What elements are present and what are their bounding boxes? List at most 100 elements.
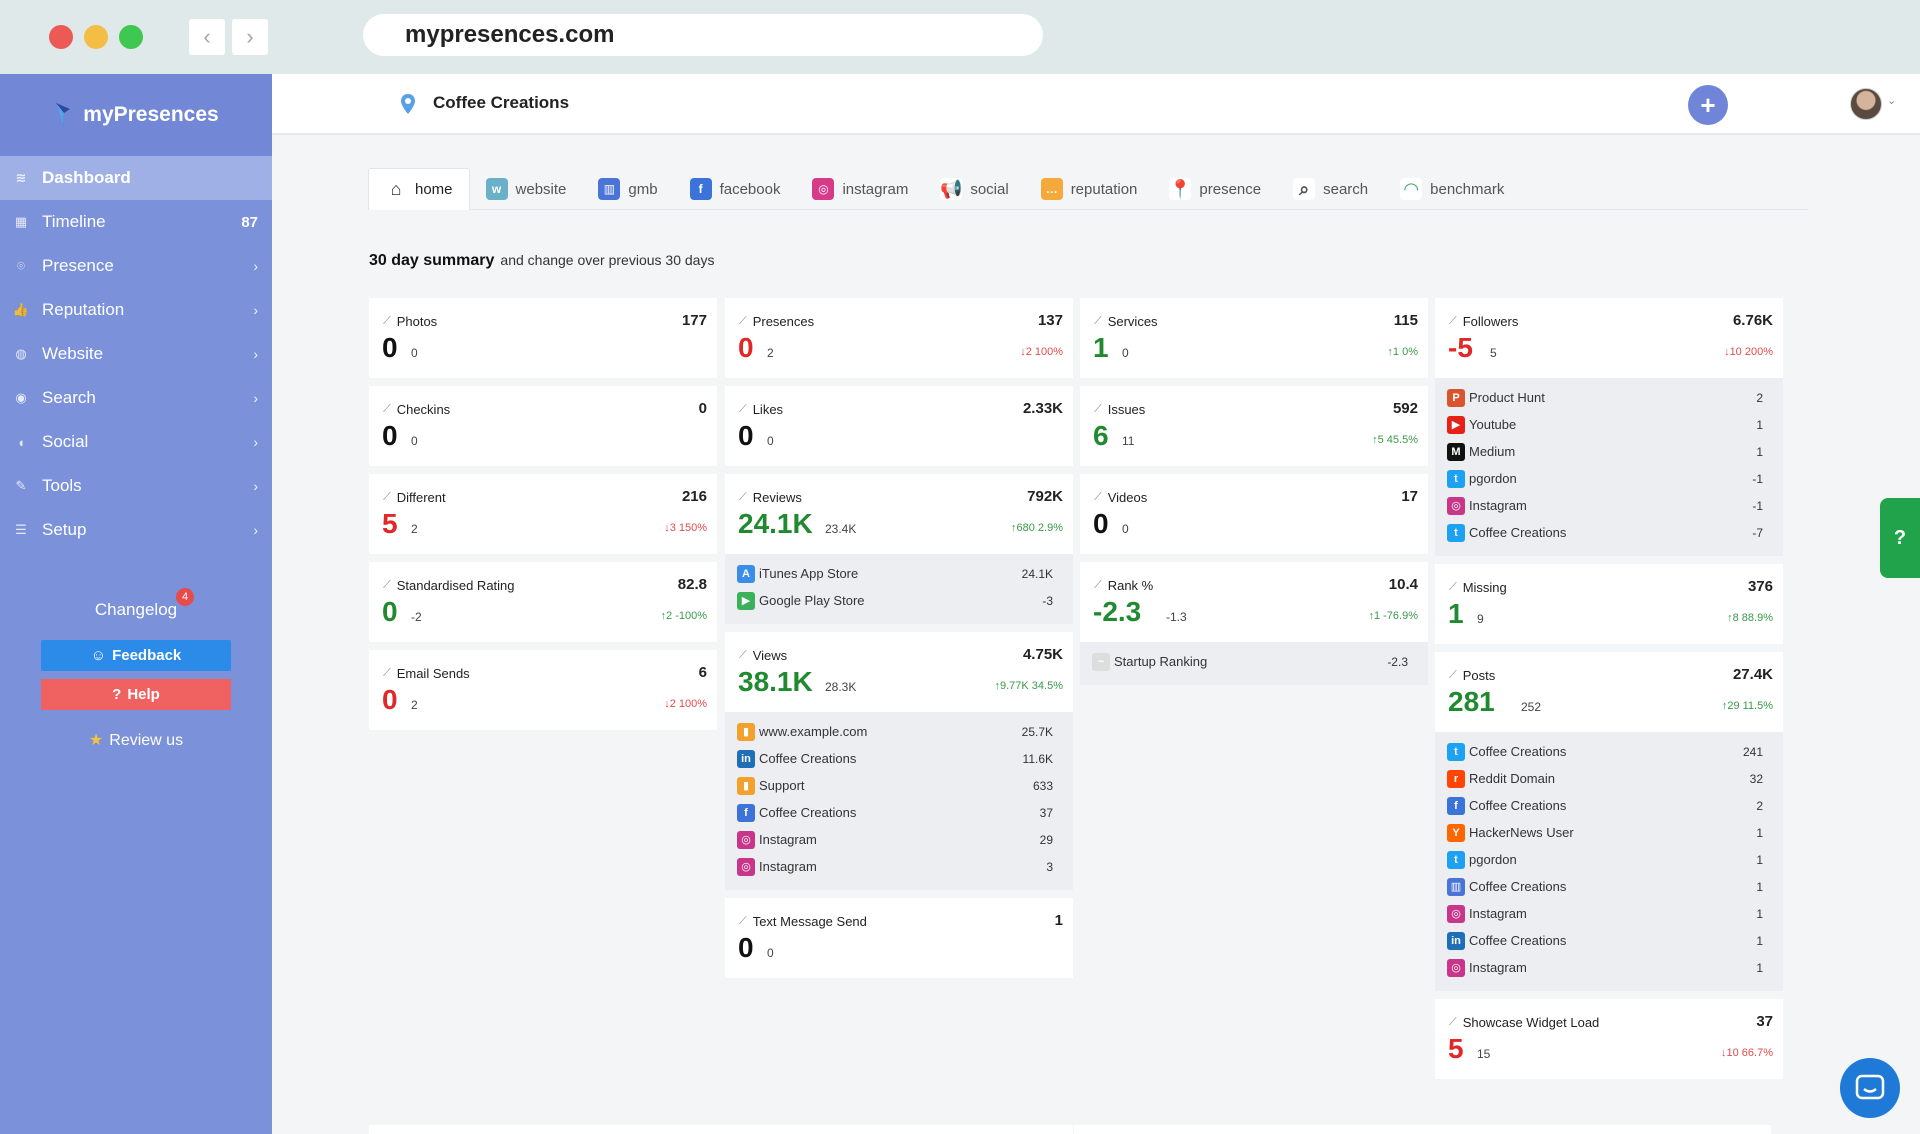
tab-presence[interactable]: 📍 presence — [1153, 168, 1277, 210]
showcase-widget-load-card[interactable]: ⟋ Showcase Widget Load 37 5 15 ↓10 66.7% — [1435, 999, 1783, 1079]
globe-icon: ◍ — [15, 346, 27, 361]
list-item[interactable]: ▶ Youtube 1 — [1447, 411, 1773, 438]
metrics-column-3: ⟋ Services 115 1 0 ↑1 0% ⟋ Issues 592 6 11 ↑5 45.5%… — [1080, 298, 1428, 693]
list-item[interactable]: f Coffee Creations 2 — [1447, 792, 1773, 819]
close-window-button[interactable] — [49, 25, 73, 49]
posts-card[interactable]: ⟋ Posts 27.4K 281 252 ↑29 11.5% — [1435, 652, 1783, 732]
tab-label: facebook — [719, 180, 781, 198]
avatar[interactable] — [1850, 88, 1882, 120]
list-item[interactable]: t pgordon -1 — [1447, 465, 1773, 492]
review-us-link[interactable]: ★ Review us — [0, 730, 272, 750]
list-item[interactable]: in Coffee Creations 11.6K — [737, 745, 1063, 772]
email-sends-card[interactable]: ⟋ Email Sends 6 0 2 ↓2 100% — [369, 650, 717, 730]
tab-instagram[interactable]: ◎ instagram — [796, 168, 924, 210]
card-previous: 0 — [411, 434, 418, 448]
card-title-text: Videos — [1107, 490, 1148, 505]
list-item[interactable]: ▶ Google Play Store -3 — [737, 587, 1063, 614]
list-item[interactable]: ◎ Instagram 29 — [737, 826, 1063, 853]
issues-card[interactable]: ⟋ Issues 592 6 11 ↑5 45.5% — [1080, 386, 1428, 466]
metrics-column-2: ⟋ Presences 137 0 2 ↓2 100% ⟋ Likes 2.33K 0 0 ⟋ Revi… — [725, 298, 1073, 986]
tab-home[interactable]: ⌂ home — [368, 168, 470, 210]
sidebar-item-setup[interactable]: ☰ Setup › — [0, 508, 272, 552]
reviews-card[interactable]: ⟋ Reviews 792K 24.1K 23.4K ↑680 2.9% — [725, 474, 1073, 554]
changelog-link[interactable]: Changelog 4 — [0, 588, 272, 620]
list-item[interactable]: r Reddit Domain 32 — [1447, 765, 1773, 792]
rank-card[interactable]: ⟋ Rank % 10.4 -2.3 -1.3 ↑1 -76.9% — [1080, 562, 1428, 642]
sidebar-item-tools[interactable]: ✎ Tools › — [0, 464, 272, 508]
views-card[interactable]: ⟋ Views 4.75K 38.1K 28.3K ↑9.77K 34.5% — [725, 632, 1073, 712]
sidebar-item-timeline[interactable]: ▦ Timeline 87 — [0, 200, 272, 244]
videos-card[interactable]: ⟋ Videos 17 0 0 — [1080, 474, 1428, 554]
list-item[interactable]: ▥ Coffee Creations 1 — [1447, 873, 1773, 900]
star-icon: ★ — [88, 732, 104, 749]
list-item[interactable]: P Product Hunt 2 — [1447, 384, 1773, 411]
card-title: ⟋ Email Sends — [383, 666, 470, 681]
card-title: ⟋ Reviews — [739, 490, 802, 505]
sidebar-item-social[interactable]: ◖ Social › — [0, 420, 272, 464]
address-bar[interactable]: mypresences.com — [363, 14, 1043, 56]
sidebar-item-website[interactable]: ◍ Website › — [0, 332, 272, 376]
thumbs-up-icon: 👍 — [12, 302, 30, 317]
help-side-tab[interactable]: ? — [1880, 498, 1920, 578]
help-button[interactable]: ? Help — [41, 679, 231, 710]
different-card[interactable]: ⟋ Different 216 5 2 ↓3 150% — [369, 474, 717, 554]
trend-icon: ⟋ — [739, 491, 747, 503]
checkins-card[interactable]: ⟋ Checkins 0 0 0 — [369, 386, 717, 466]
list-item[interactable]: f Coffee Creations 37 — [737, 799, 1063, 826]
chevron-down-icon[interactable]: ⌄ — [1887, 95, 1897, 107]
tab-social[interactable]: 📢 social — [924, 168, 1024, 210]
tab-gmb[interactable]: ▥ gmb — [582, 168, 673, 210]
maximize-window-button[interactable] — [119, 25, 143, 49]
card-title-text: Reviews — [752, 490, 802, 505]
list-item[interactable]: ◎ Instagram -1 — [1447, 492, 1773, 519]
list-item[interactable]: M Medium 1 — [1447, 438, 1773, 465]
likes-card[interactable]: ⟋ Likes 2.33K 0 0 — [725, 386, 1073, 466]
sidebar-item-dashboard[interactable]: ≋ Dashboard — [0, 156, 272, 200]
summary-subtitle: and change over previous 30 days — [500, 252, 715, 268]
list-item-value: 25.7K — [1021, 724, 1053, 739]
sidebar-item-reputation[interactable]: 👍 Reputation › — [0, 288, 272, 332]
card-previous: 23.4K — [825, 522, 857, 536]
tab-benchmark[interactable]: ◠ benchmark — [1384, 168, 1520, 210]
list-item-value: 3 — [1046, 859, 1053, 874]
forward-button[interactable]: › — [232, 19, 268, 55]
tab-facebook[interactable]: f facebook — [674, 168, 797, 210]
list-item[interactable]: in Coffee Creations 1 — [1447, 927, 1773, 954]
list-item[interactable]: ◎ Instagram 3 — [737, 853, 1063, 880]
text-message-send-card[interactable]: ⟋ Text Message Send 1 0 0 — [725, 898, 1073, 978]
add-button[interactable]: + — [1688, 85, 1728, 125]
card-change: ↓10 200% — [1724, 346, 1773, 358]
tab-website[interactable]: w website — [470, 168, 583, 210]
card-change-value: 5 45.5% — [1377, 434, 1418, 446]
feedback-button[interactable]: ☺ Feedback — [41, 640, 231, 671]
chevron-right-icon: › — [253, 522, 258, 538]
list-item[interactable]: Y HackerNews User 1 — [1447, 819, 1773, 846]
tab-search[interactable]: ⌕ search — [1277, 168, 1384, 210]
services-card[interactable]: ⟋ Services 115 1 0 ↑1 0% — [1080, 298, 1428, 378]
list-item[interactable]: ▮ www.example.com 25.7K — [737, 718, 1063, 745]
list-item[interactable]: ▮ Support 633 — [737, 772, 1063, 799]
brand-logo[interactable]: myPresences — [0, 74, 272, 156]
missing-card[interactable]: ⟋ Missing 376 1 9 ↑8 88.9% — [1435, 564, 1783, 644]
chat-button[interactable] — [1840, 1058, 1900, 1118]
business-name[interactable]: Coffee Creations — [433, 93, 570, 112]
list-item[interactable]: ◎ Instagram 1 — [1447, 900, 1773, 927]
presences-card[interactable]: ⟋ Presences 137 0 2 ↓2 100% — [725, 298, 1073, 378]
list-item[interactable]: ~ Startup Ranking -2.3 — [1092, 648, 1418, 675]
followers-card[interactable]: ⟋ Followers 6.76K -5 5 ↓10 200% — [1435, 298, 1783, 378]
list-item[interactable]: t pgordon 1 — [1447, 846, 1773, 873]
standardised-rating-card[interactable]: ⟋ Standardised Rating 82.8 0 -2 ↑2 -100% — [369, 562, 717, 642]
sidebar-item-label: Timeline — [42, 212, 106, 231]
tab-reputation[interactable]: … reputation — [1025, 168, 1154, 210]
list-item-name: Coffee Creations — [1469, 798, 1567, 813]
photos-card[interactable]: ⟋ Photos 177 0 0 — [369, 298, 717, 378]
list-item-name: Instagram — [759, 859, 817, 874]
sidebar-item-search[interactable]: ◉ Search › — [0, 376, 272, 420]
sidebar-item-presence[interactable]: ⌾ Presence › — [0, 244, 272, 288]
back-button[interactable]: ‹ — [189, 19, 225, 55]
list-item[interactable]: t Coffee Creations 241 — [1447, 738, 1773, 765]
list-item[interactable]: t Coffee Creations -7 — [1447, 519, 1773, 546]
minimize-window-button[interactable] — [84, 25, 108, 49]
list-item[interactable]: ◎ Instagram 1 — [1447, 954, 1773, 981]
